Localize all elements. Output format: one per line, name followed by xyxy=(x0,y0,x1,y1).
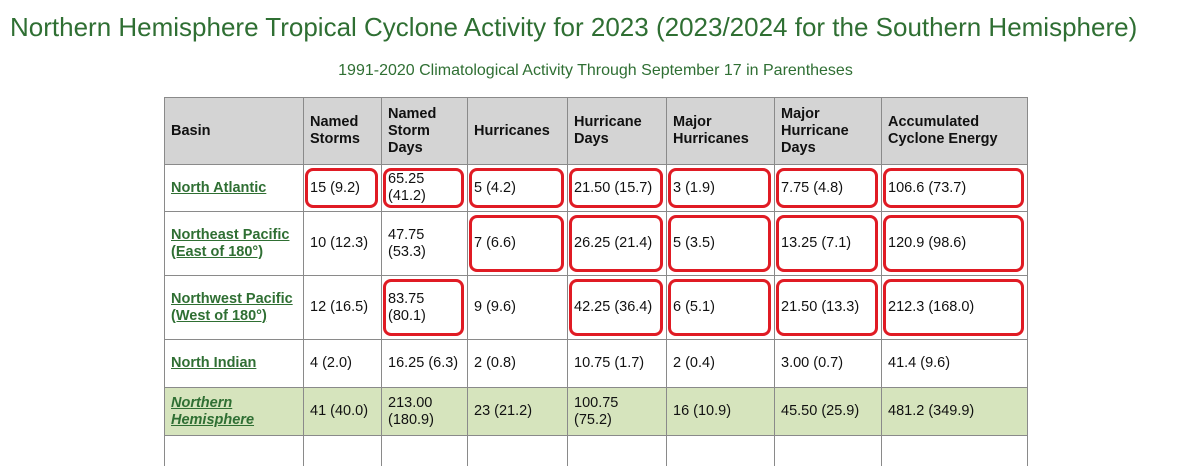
highlight-outline xyxy=(569,279,663,336)
basin-link-northwest-pacific[interactable]: Northwest Pacific (West of 180°) xyxy=(171,291,293,324)
data-cell: 9 (9.6) xyxy=(468,276,568,340)
empty-cell xyxy=(775,436,882,466)
column-header-hurricane-days: Hurricane Days xyxy=(568,98,667,165)
data-cell: 15 (9.2) xyxy=(304,165,382,212)
column-header-hurricanes: Hurricanes xyxy=(468,98,568,165)
data-cell: 16.25 (6.3) xyxy=(382,340,468,388)
empty-cell xyxy=(304,436,382,466)
data-cell: 2 (0.4) xyxy=(667,340,775,388)
column-header-ace: Accumulated Cyclone Energy xyxy=(882,98,1028,165)
data-cell: 6 (5.1) xyxy=(667,276,775,340)
table-row-northeast-pacific: Northeast Pacific (East of 180°) 10 (12.… xyxy=(165,212,1028,276)
table-header-row: Basin Named Storms Named Storm Days Hurr… xyxy=(165,98,1028,165)
highlight-outline xyxy=(668,279,771,336)
data-cell: 26.25 (21.4) xyxy=(568,212,667,276)
data-cell: 106.6 (73.7) xyxy=(882,165,1028,212)
data-cell: 13.25 (7.1) xyxy=(775,212,882,276)
data-cell: 23 (21.2) xyxy=(468,388,568,436)
empty-cell xyxy=(468,436,568,466)
data-cell: 12 (16.5) xyxy=(304,276,382,340)
data-cell: 5 (4.2) xyxy=(468,165,568,212)
table-row-north-indian: North Indian 4 (2.0) 16.25 (6.3) 2 (0.8)… xyxy=(165,340,1028,388)
basin-link-northeast-pacific[interactable]: Northeast Pacific (East of 180°) xyxy=(171,227,289,260)
highlight-outline xyxy=(776,279,878,336)
data-cell: 21.50 (13.3) xyxy=(775,276,882,340)
column-header-major-hurricanes: Major Hurricanes xyxy=(667,98,775,165)
data-cell: 45.50 (25.9) xyxy=(775,388,882,436)
highlight-outline xyxy=(305,168,378,208)
highlight-outline xyxy=(469,215,564,272)
table-row-north-atlantic: North Atlantic 15 (9.2) 65.25 (41.2) 5 (… xyxy=(165,165,1028,212)
data-cell: 481.2 (349.9) xyxy=(882,388,1028,436)
data-cell: 41.4 (9.6) xyxy=(882,340,1028,388)
data-cell: 4 (2.0) xyxy=(304,340,382,388)
data-cell: 3.00 (0.7) xyxy=(775,340,882,388)
highlight-outline xyxy=(776,168,878,208)
highlight-outline xyxy=(383,168,464,208)
data-cell: 7.75 (4.8) xyxy=(775,165,882,212)
basin-link-north-indian[interactable]: North Indian xyxy=(171,355,256,371)
basin-cell: Northwest Pacific (West of 180°) xyxy=(165,276,304,340)
data-cell: 65.25 (41.2) xyxy=(382,165,468,212)
cyclone-activity-table: Basin Named Storms Named Storm Days Hurr… xyxy=(164,97,1028,466)
highlight-outline xyxy=(668,215,771,272)
data-cell: 10.75 (1.7) xyxy=(568,340,667,388)
empty-cell xyxy=(382,436,468,466)
highlight-outline xyxy=(883,215,1024,272)
data-cell: 2 (0.8) xyxy=(468,340,568,388)
column-header-major-hurricane-days: Major Hurricane Days xyxy=(775,98,882,165)
empty-cell xyxy=(165,436,304,466)
data-cell: 41 (40.0) xyxy=(304,388,382,436)
highlight-outline xyxy=(469,168,564,208)
basin-link-northern-hemisphere[interactable]: Northern Hemisphere xyxy=(171,395,254,428)
highlight-outline xyxy=(668,168,771,208)
data-cell: 21.50 (15.7) xyxy=(568,165,667,212)
basin-link-north-atlantic[interactable]: North Atlantic xyxy=(171,180,266,196)
basin-cell: Northeast Pacific (East of 180°) xyxy=(165,212,304,276)
empty-cell xyxy=(667,436,775,466)
data-cell: 47.75 (53.3) xyxy=(382,212,468,276)
table-row-northern-hemisphere-total: Northern Hemisphere 41 (40.0) 213.00 (18… xyxy=(165,388,1028,436)
basin-cell: North Indian xyxy=(165,340,304,388)
column-header-named-storms: Named Storms xyxy=(304,98,382,165)
highlight-outline xyxy=(883,168,1024,208)
data-cell: 42.25 (36.4) xyxy=(568,276,667,340)
basin-cell: North Atlantic xyxy=(165,165,304,212)
data-cell: 212.3 (168.0) xyxy=(882,276,1028,340)
highlight-outline xyxy=(383,279,464,336)
column-header-named-storm-days: Named Storm Days xyxy=(382,98,468,165)
empty-cell xyxy=(568,436,667,466)
data-cell: 120.9 (98.6) xyxy=(882,212,1028,276)
page-subtitle: 1991-2020 Climatological Activity Throug… xyxy=(0,62,1191,80)
highlight-outline xyxy=(569,215,663,272)
table-row-blank xyxy=(165,436,1028,466)
column-header-basin: Basin xyxy=(165,98,304,165)
highlight-outline xyxy=(883,279,1024,336)
data-cell: 213.00 (180.9) xyxy=(382,388,468,436)
data-cell: 16 (10.9) xyxy=(667,388,775,436)
data-cell: 10 (12.3) xyxy=(304,212,382,276)
table-row-northwest-pacific: Northwest Pacific (West of 180°) 12 (16.… xyxy=(165,276,1028,340)
data-cell: 100.75 (75.2) xyxy=(568,388,667,436)
basin-cell: Northern Hemisphere xyxy=(165,388,304,436)
highlight-outline xyxy=(569,168,663,208)
data-cell: 5 (3.5) xyxy=(667,212,775,276)
data-cell: 7 (6.6) xyxy=(468,212,568,276)
highlight-outline xyxy=(776,215,878,272)
empty-cell xyxy=(882,436,1028,466)
data-cell: 83.75 (80.1) xyxy=(382,276,468,340)
page-title: Northern Hemisphere Tropical Cyclone Act… xyxy=(10,12,1137,43)
data-cell: 3 (1.9) xyxy=(667,165,775,212)
